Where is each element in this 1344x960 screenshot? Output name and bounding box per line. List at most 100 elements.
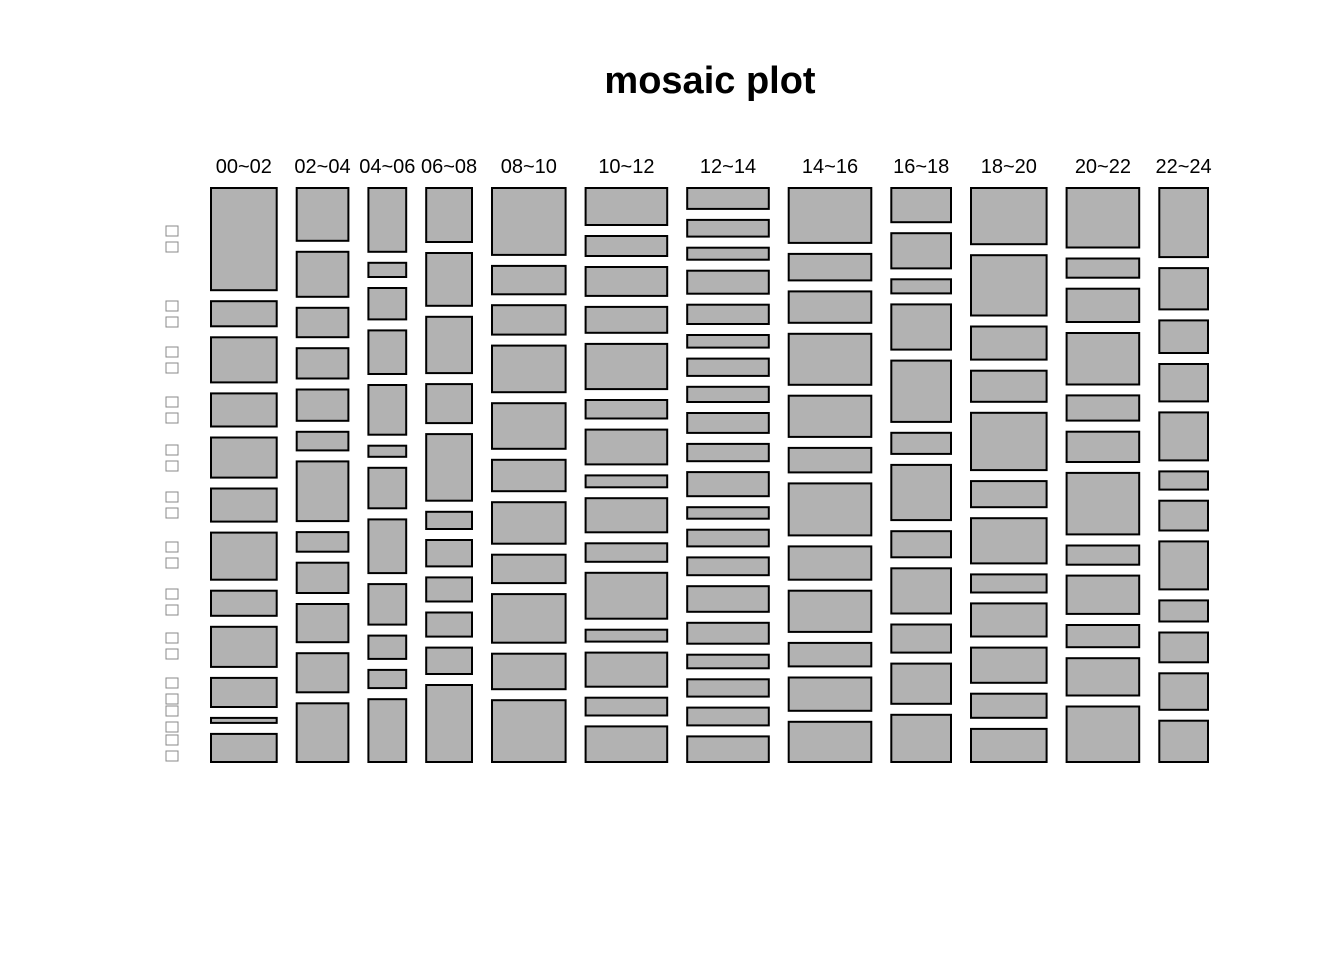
column-label: 02~04 [294,156,350,178]
mosaic-tile [491,501,567,545]
mosaic-tile [425,187,474,243]
mosaic-tile [1065,574,1141,615]
mosaic-tile [787,545,873,581]
mosaic-tile [210,300,278,328]
mosaic-tile [210,531,278,581]
mosaic-tile [970,517,1048,565]
mosaic-tile [1065,287,1141,324]
mosaic-tile [890,463,952,522]
mosaic-tile [584,399,669,420]
mosaic-tile [491,187,567,256]
column-labels: 00~02 02~04 04~06 06~08 08~10 10~12 12~14 14~16… [216,156,1212,178]
mosaic-tile [491,699,567,764]
mosaic-tile [686,735,770,764]
mosaic-tile [425,539,474,568]
mosaic-tile [210,336,278,384]
row-label-glyph [165,362,179,374]
mosaic-tile [787,332,873,386]
mosaic-tile [210,732,278,764]
mosaic-tile [210,392,278,428]
row-label-glyph [165,241,179,253]
mosaic-tile [787,676,873,712]
mosaic-tile [1158,631,1210,664]
column-label: 18~20 [981,156,1037,178]
mosaic-tile [584,342,669,391]
mosaic-tile [890,662,952,705]
mosaic-tile [491,593,567,644]
row-label-glyph [165,557,179,569]
mosaic-tile [584,725,669,764]
mosaic-tile [367,518,408,575]
mosaic-tile [1065,705,1141,763]
mosaic-tile [425,510,474,530]
mosaic-tile [686,246,770,261]
mosaic-tile [1065,394,1141,422]
mosaic-tile [367,698,408,764]
mosaic-tile [1065,257,1141,279]
mosaic-tile [425,646,474,675]
mosaic-tile [210,487,278,523]
mosaic-tile [1065,187,1141,249]
mosaic-tile [367,329,408,375]
column-label: 12~14 [700,156,756,178]
mosaic-tile [686,653,770,670]
mosaic-tile [425,252,474,307]
mosaic-tile [584,235,669,257]
mosaic-tile [491,553,567,585]
mosaic-tile [970,727,1048,764]
mosaic-tile [425,315,474,375]
mosaic-tile [425,433,474,502]
mosaic-tile [686,357,770,377]
mosaic-tile [890,567,952,615]
mosaic-tile [686,187,770,210]
mosaic-tile [970,325,1048,361]
mosaic-tile [210,589,278,617]
mosaic-tile [1065,332,1141,386]
mosaic-tile [686,506,770,520]
mosaic-tile [787,482,873,537]
mosaic-tile [367,634,408,660]
row-labels [165,225,179,762]
mosaic-tile [686,706,770,727]
column-label: 06~08 [421,156,477,178]
mosaic-tile [686,385,770,403]
mosaic-tile [1158,411,1210,462]
mosaic-tile [686,269,770,295]
mosaic-tile [1158,187,1210,259]
mosaic-tile [787,252,873,282]
mosaic-tile [970,369,1048,403]
mosaic-tile [584,428,669,466]
mosaic-tile [1158,719,1210,764]
row-label-glyph [165,705,179,717]
mosaic-tile [890,359,952,423]
mosaic-tile [295,306,350,339]
mosaic-tile [584,651,669,688]
mosaic-tile [686,303,770,326]
mosaic-tile [584,497,669,534]
column-label: 16~18 [893,156,949,178]
mosaic-tile [1065,471,1141,536]
mosaic-tile [584,571,669,620]
mosaic-tile [210,676,278,709]
mosaic-tile [367,583,408,626]
column-label: 04~06 [359,156,415,178]
row-label-glyph [165,444,179,456]
mosaic-tile [210,625,278,668]
row-label-glyph [165,588,179,600]
mosaic-tile [1158,363,1210,403]
mosaic-tile [295,388,350,422]
mosaic-tile [686,412,770,434]
mosaic-tile [1158,267,1210,311]
column-label: 10~12 [598,156,654,178]
mosaic-tile [1158,319,1210,354]
mosaic-tile [491,402,567,450]
row-label-glyph [165,541,179,553]
mosaic-tile [890,431,952,455]
mosaic-tile [1158,540,1210,591]
mosaic-tile [787,290,873,324]
mosaic-tiles [210,187,1210,764]
row-label-glyph [165,648,179,660]
mosaic-tile [425,611,474,638]
mosaic-tile [295,561,350,595]
mosaic-tile [970,480,1048,509]
